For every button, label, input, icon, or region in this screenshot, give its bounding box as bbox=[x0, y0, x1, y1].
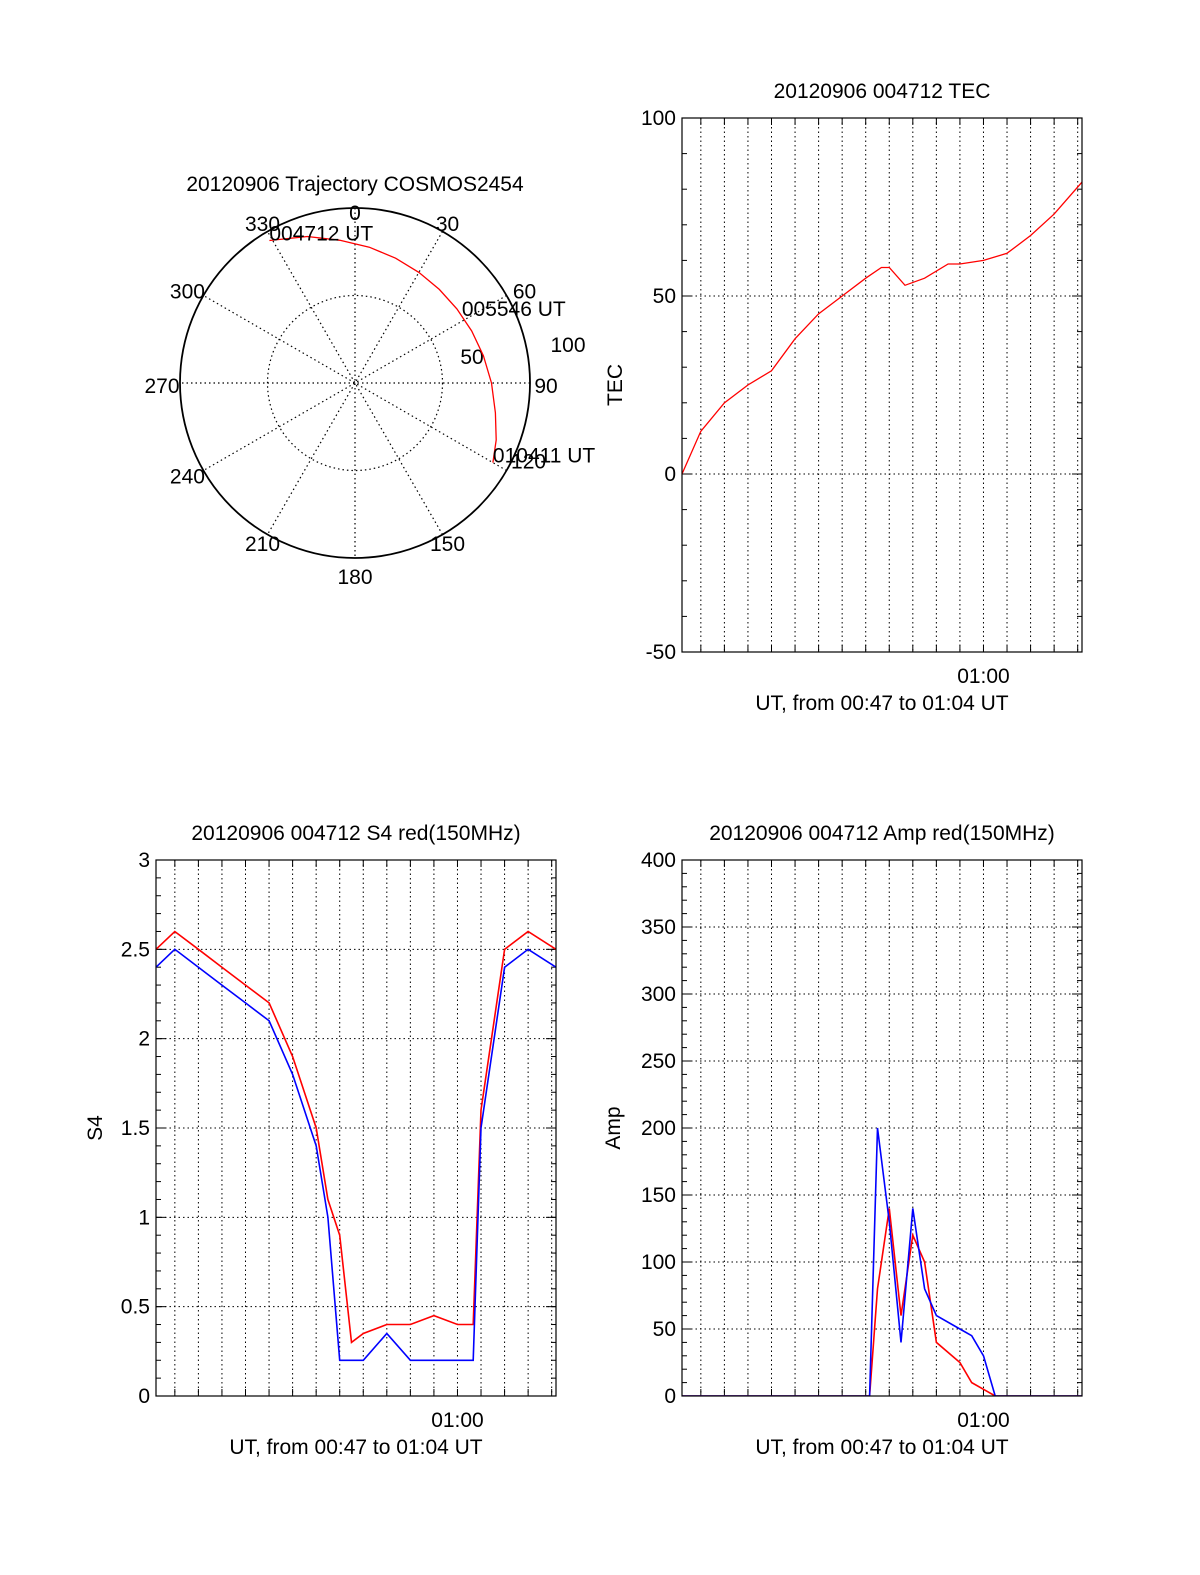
polar-angle-label: 0 bbox=[349, 202, 361, 225]
polar-angle-label: 90 bbox=[534, 375, 557, 398]
y-tick-label: 50 bbox=[653, 1318, 676, 1341]
polar-angle-label: 240 bbox=[170, 466, 205, 489]
series-line bbox=[156, 948, 556, 1362]
x-tick-label: 01:00 bbox=[431, 1409, 484, 1432]
y-tick-label: 100 bbox=[641, 107, 676, 130]
polar-angle-label: 30 bbox=[436, 213, 459, 236]
polar-radial-label: 50 bbox=[460, 346, 483, 369]
polar-time-annotation: 004712 UT bbox=[269, 222, 373, 245]
y-tick-label: 50 bbox=[653, 285, 676, 308]
y-tick-label: 150 bbox=[641, 1184, 676, 1207]
polar-angle-label: 180 bbox=[337, 566, 372, 589]
series-line bbox=[682, 1127, 1082, 1396]
polar-trajectory-panel: 20120906 Trajectory COSMOS2454 0 30 60 90 120… bbox=[144, 173, 595, 589]
polar-time-annotation: 010411 UT bbox=[493, 445, 596, 468]
series-line bbox=[682, 181, 1082, 475]
x-tick-label: 01:00 bbox=[957, 665, 1010, 688]
polar-outer-circle bbox=[179, 207, 531, 559]
y-tick-label: 250 bbox=[641, 1050, 676, 1073]
polar-title: 20120906 Trajectory COSMOS2454 bbox=[186, 173, 524, 196]
y-tick-label: 1 bbox=[138, 1206, 150, 1229]
polar-angle-label: 270 bbox=[144, 375, 179, 398]
y-axis-label: Amp bbox=[602, 1106, 625, 1149]
amp-panel: 20120906 004712 Amp red(150MHz) 0 50 100 150… bbox=[602, 822, 1083, 1459]
polar-angle-label: 300 bbox=[170, 281, 205, 304]
plot-frame bbox=[681, 859, 1083, 1397]
y-tick-label: 0 bbox=[138, 1385, 150, 1408]
y-tick-label: 350 bbox=[641, 916, 676, 939]
tec-panel: 20120906 004712 TEC -50 0 50 100 01:00 UT, fro… bbox=[604, 80, 1083, 715]
x-tick-label: 01:00 bbox=[957, 1409, 1010, 1432]
series-line bbox=[156, 930, 556, 1344]
y-tick-label: 2.5 bbox=[121, 938, 150, 961]
y-tick-label: 3 bbox=[138, 849, 150, 872]
x-axis-label: UT, from 00:47 to 01:04 UT bbox=[755, 1436, 1008, 1459]
polar-angle-label: 60 bbox=[513, 281, 536, 304]
y-tick-label: 400 bbox=[641, 849, 676, 872]
y-tick-label: 1.5 bbox=[121, 1117, 150, 1140]
polar-angle-label: 150 bbox=[430, 533, 465, 556]
polar-angle-label: 120 bbox=[511, 451, 546, 474]
polar-angle-label: 210 bbox=[245, 533, 280, 556]
plot-frame bbox=[681, 117, 1083, 653]
y-tick-label: 300 bbox=[641, 983, 676, 1006]
y-tick-label: 0 bbox=[664, 463, 676, 486]
y-tick-label: -50 bbox=[646, 641, 676, 664]
x-axis-label: UT, from 00:47 to 01:04 UT bbox=[755, 692, 1008, 715]
polar-trajectory-line bbox=[269, 235, 497, 463]
y-tick-label: 200 bbox=[641, 1117, 676, 1140]
y-tick-label: 2 bbox=[138, 1028, 150, 1051]
polar-radial-label: 100 bbox=[550, 334, 585, 357]
panel-title: 20120906 004712 TEC bbox=[774, 80, 991, 103]
plot-frame bbox=[155, 859, 557, 1397]
y-tick-label: 0 bbox=[664, 1385, 676, 1408]
x-axis-label: UT, from 00:47 to 01:04 UT bbox=[229, 1436, 482, 1459]
panel-title: 20120906 004712 Amp red(150MHz) bbox=[709, 822, 1055, 845]
panel-title: 20120906 004712 S4 red(150MHz) bbox=[191, 822, 520, 845]
y-tick-label: 0.5 bbox=[121, 1296, 150, 1319]
y-axis-label: S4 bbox=[84, 1115, 107, 1141]
polar-time-annotation: 005546 UT bbox=[462, 298, 566, 321]
polar-grid-circle bbox=[266, 294, 444, 472]
y-axis-label: TEC bbox=[604, 364, 627, 406]
polar-angle-label: 330 bbox=[245, 213, 280, 236]
y-tick-label: 100 bbox=[641, 1251, 676, 1274]
s4-panel: 20120906 004712 S4 red(150MHz) 0 0.5 1 1.5 2 2… bbox=[84, 822, 557, 1459]
series-line bbox=[682, 1208, 1082, 1396]
